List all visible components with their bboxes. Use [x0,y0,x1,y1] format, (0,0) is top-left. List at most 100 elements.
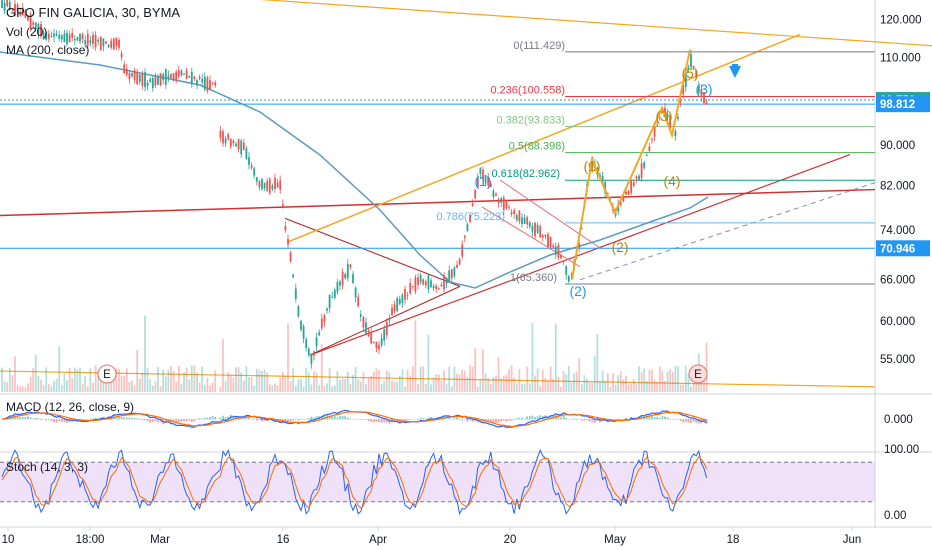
volume-bar [250,376,253,392]
candle-body [430,280,432,288]
macd-legend[interactable]: MACD (12, 26, close, 9) [6,400,135,414]
candle-body [102,38,105,47]
volume-bar [128,381,131,392]
volume-bar [47,383,50,392]
price-tick-label: 74.000 [880,225,915,237]
macd-histogram-bar [531,415,534,420]
volume-bar [349,383,352,392]
volume-bar [505,374,508,392]
moving-average-legend[interactable]: MA (200, close) [6,43,90,57]
volume-bar [398,375,401,392]
macd-histogram-bar [193,419,196,422]
candle-body [250,165,253,168]
volume-bar [164,376,167,392]
candle-body [531,226,534,232]
macd-histogram-bar [409,419,412,420]
volume-bar [53,380,55,392]
volume-bar [300,379,302,392]
volume-bar [188,379,191,392]
candle-body [112,38,115,50]
candle-body [658,117,661,119]
candle-body [651,139,653,141]
candle-body [414,277,417,292]
volume-bar [214,370,217,392]
candle-body [391,307,393,316]
elliott-wave-path [571,49,691,280]
candle-body [105,41,107,44]
macd-histogram-bar [578,418,581,420]
candle-body [404,288,406,300]
candle-body [656,124,659,126]
volume-bar [8,368,11,392]
candle-body [554,246,557,255]
macd-histogram-bar [331,415,334,420]
candle-body [1,0,3,9]
candle-body [674,131,677,137]
candle-body [562,260,565,262]
macd-histogram-bar [365,419,367,420]
candle-body [422,279,425,285]
wave-label: (4) [663,173,680,189]
candle-body [435,285,438,289]
macd-histogram-bar [45,419,48,421]
volume-bar [138,378,141,392]
macd-histogram-bar [497,419,500,423]
volume-bar [437,374,440,392]
candle-body [567,276,570,282]
volume-bar [149,379,152,392]
volume-bar [692,383,695,392]
candle-body [123,64,126,74]
macd-histogram-bar [518,417,521,420]
volume-bar [604,380,607,392]
candle-body [383,329,386,341]
candle-body [307,348,310,356]
macd-histogram-bar [211,416,214,420]
moving-average-line [0,51,709,289]
candle-body [294,288,297,299]
volume-bar [588,382,591,392]
candle-body [81,34,84,40]
candle-body [443,275,445,290]
candle-body [705,102,708,105]
volume-bar [352,374,354,392]
macd-histogram-bar [232,415,235,420]
volume-bar [362,372,365,392]
candle-body [53,33,55,37]
symbol-title[interactable]: GPO FIN GALICIA, 30, BYMA [6,5,181,20]
candle-body [375,341,378,349]
volume-bar [567,365,570,392]
macd-histogram-bar [549,415,552,420]
macd-histogram-bar [24,416,27,420]
wave-label: (2) [611,239,628,255]
macd-histogram-bar [42,418,45,420]
macd-histogram-bar [27,416,29,420]
volume-bar [185,367,188,392]
price-tick-label: 55.000 [880,354,915,366]
macd-histogram-bar [352,418,354,420]
volume-bar [11,375,14,392]
macd-histogram-bar [47,419,50,420]
volume-bar [383,380,386,392]
candle-body [274,177,276,190]
price-tag-label: 70.946 [880,243,915,255]
volume-bar [466,377,469,392]
volume-bar [523,383,526,392]
volume-legend[interactable]: Vol (20) [6,25,48,39]
macd-histogram-bar [666,417,669,420]
macd-signal-line [1,411,707,428]
candle-body [539,226,542,238]
candle-body [700,88,703,98]
volume-bar [510,365,513,392]
volume-bar [66,380,68,392]
volume-bar [180,383,183,392]
candle-body [445,277,448,284]
stoch-legend[interactable]: Stoch (14, 3, 3) [6,460,89,474]
candle-body [73,39,76,41]
candle-body [521,217,523,224]
volume-bar [367,377,370,392]
macd-histogram-bar [645,415,648,420]
macd-histogram-bar [690,419,692,423]
candle-body [167,75,170,79]
volume-bar [115,368,118,392]
